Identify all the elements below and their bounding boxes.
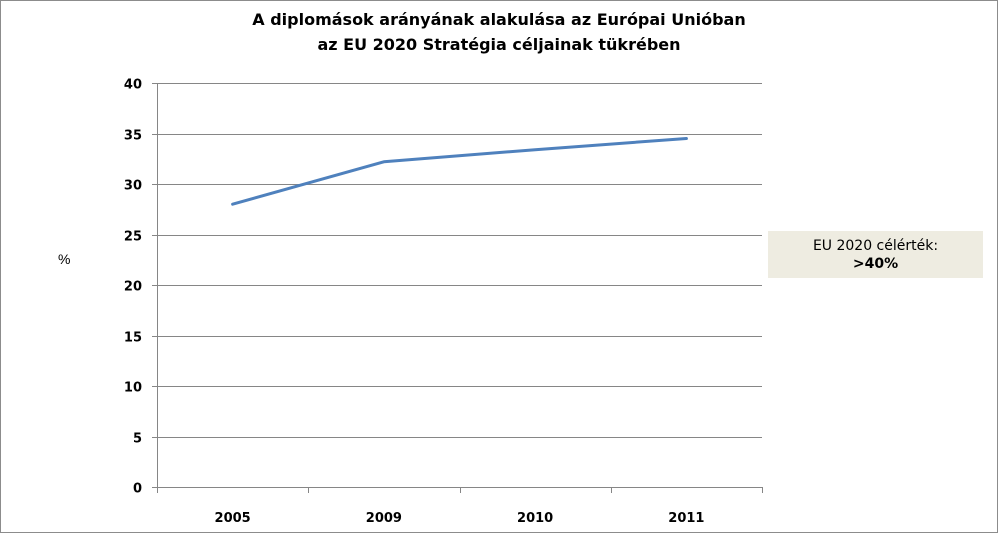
y-tick-label: 5: [133, 432, 142, 447]
x-tick-label: 2009: [366, 511, 402, 526]
y-tick-labels: 0 5 10 15 20 25 30 35 40: [124, 78, 142, 497]
y-tick-label: 20: [124, 280, 142, 295]
y-tick-label: 35: [124, 129, 142, 144]
x-tick-labels: 2005 2009 2010 2011: [215, 511, 705, 526]
y-tick-label: 10: [124, 381, 142, 396]
series-layer: [231, 137, 688, 206]
target-annotation-value: >40%: [852, 256, 899, 272]
y-tick-label: 0: [133, 482, 142, 497]
x-tick-label: 2005: [215, 511, 251, 526]
y-tick-label: 25: [124, 230, 142, 245]
chart-title-line-1: A diplomások arányának alakulása az Euró…: [252, 10, 746, 29]
x-tick-label: 2011: [668, 511, 704, 526]
axes: [152, 83, 763, 493]
y-tick-label: 30: [124, 179, 142, 194]
y-axis-label: %: [58, 251, 71, 267]
series-line: [231, 137, 688, 206]
chart-title-line-2: az EU 2020 Stratégia céljainak tükrében: [317, 35, 681, 54]
grid-lines: [157, 83, 762, 438]
target-annotation-box: EU 2020 célérték: >40%: [768, 231, 983, 278]
target-annotation-label: EU 2020 célérték:: [812, 238, 939, 254]
y-tick-label: 15: [124, 331, 142, 346]
y-tick-label: 40: [124, 78, 142, 93]
x-tick-label: 2010: [517, 511, 553, 526]
